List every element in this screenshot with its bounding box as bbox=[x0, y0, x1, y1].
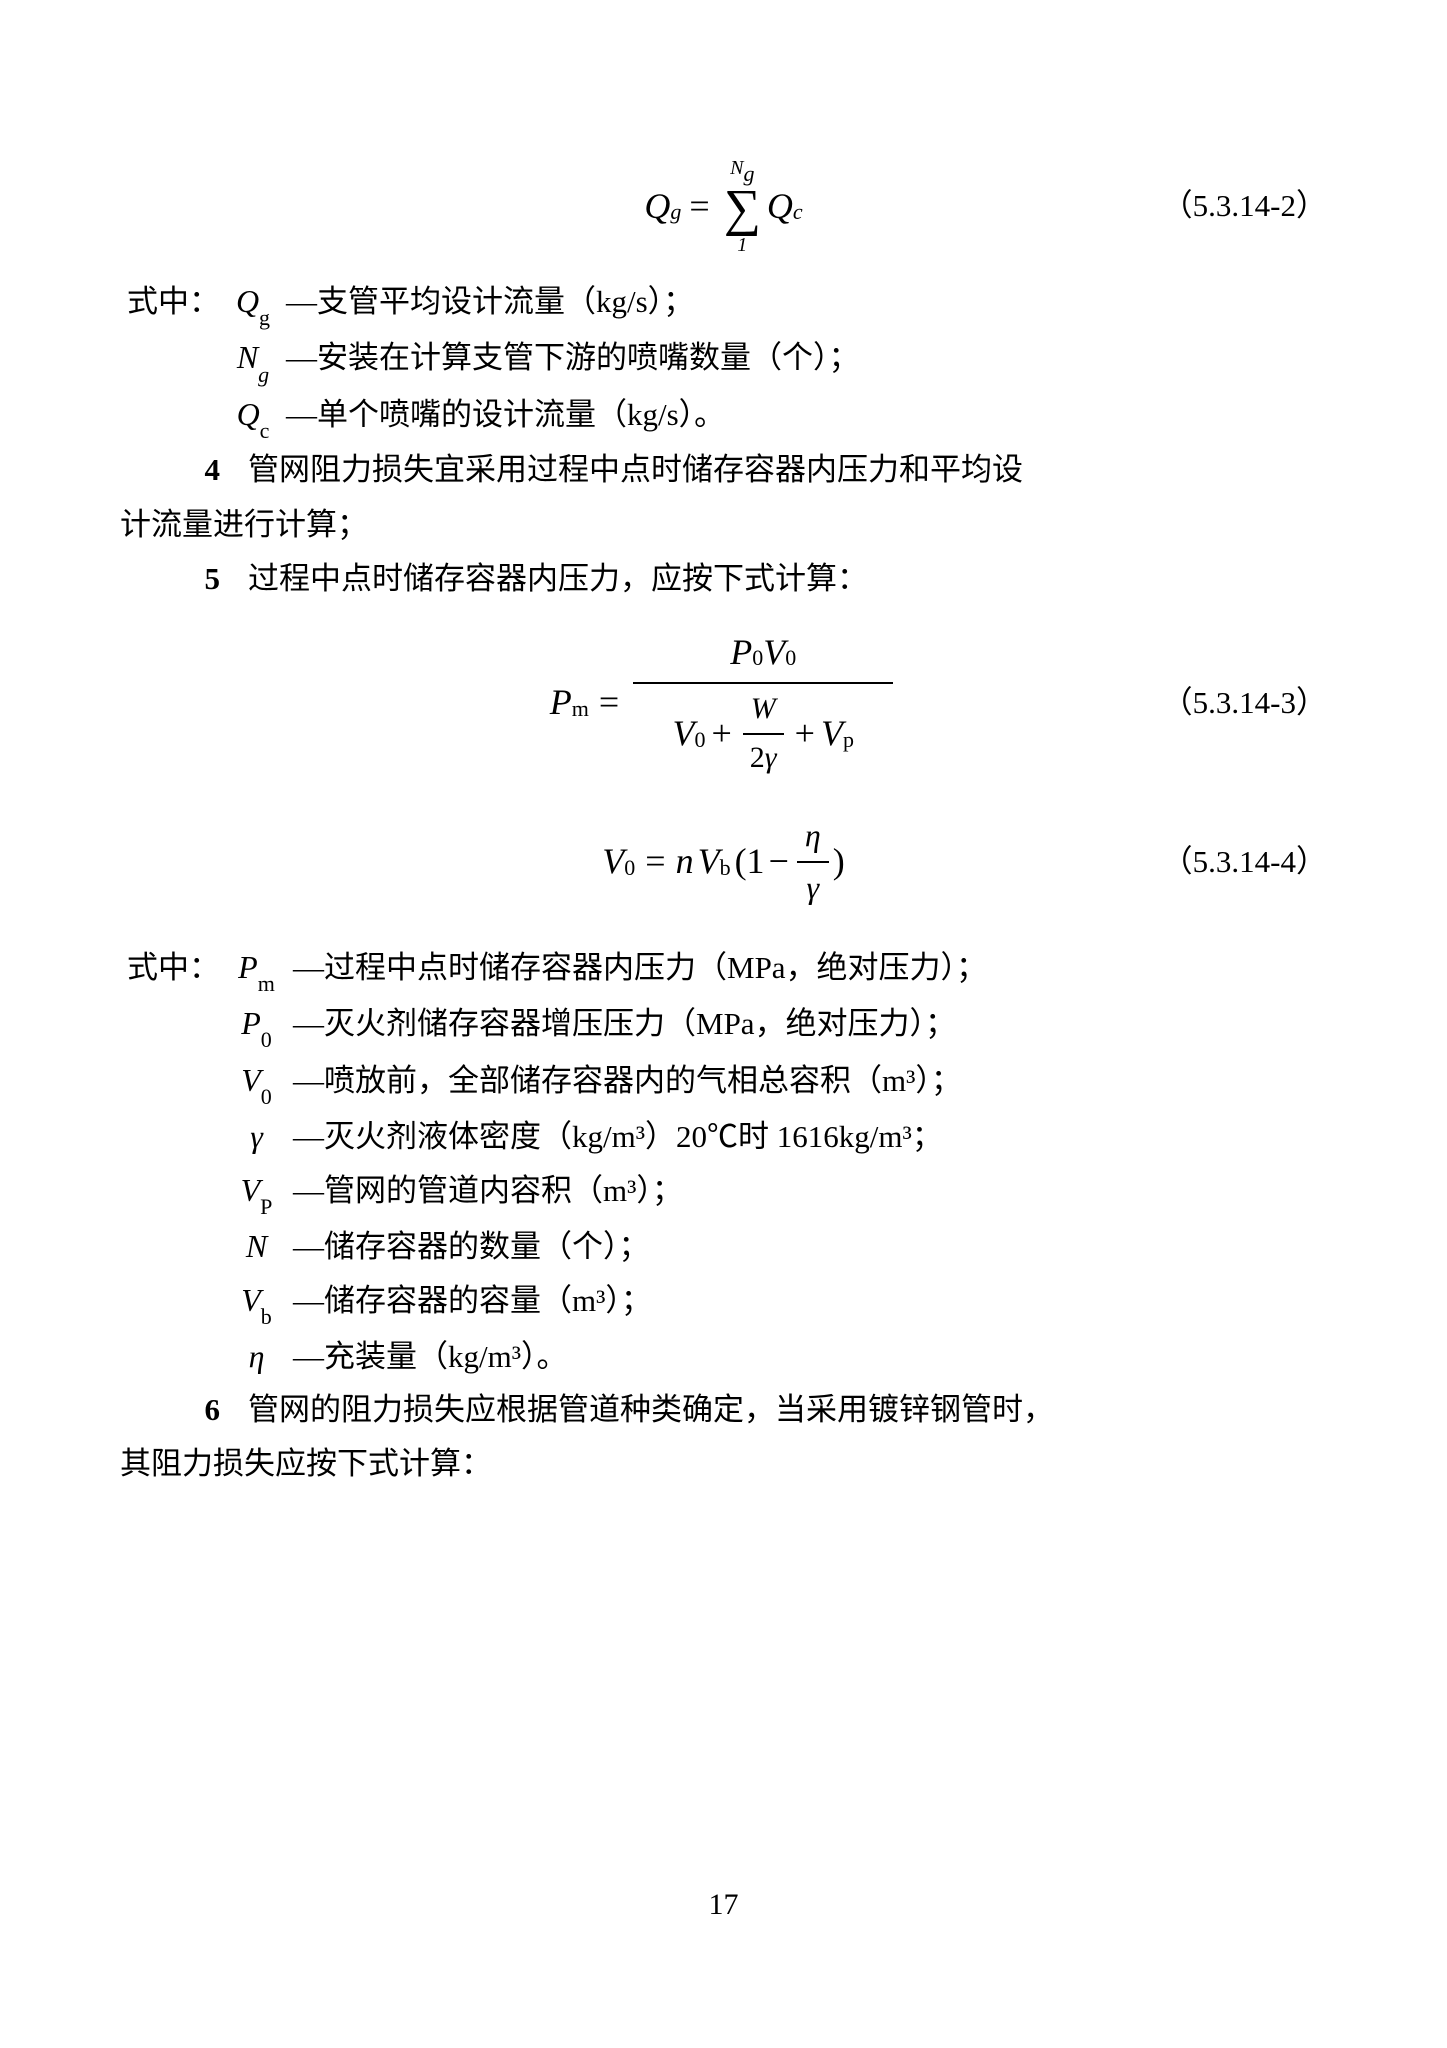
item-index: 6 bbox=[120, 1386, 248, 1434]
item-text: 过程中点时储存容器内压力，应按下式计算： bbox=[248, 555, 1327, 603]
eq2-equals: = bbox=[599, 675, 619, 731]
def-line: P0 —灭火剂储存容器增压压力（MPa，绝对压力）； bbox=[120, 999, 1327, 1051]
equation-number-1: （5.3.14-2） bbox=[1067, 182, 1327, 230]
eq3-lhs-base: V bbox=[602, 834, 624, 890]
def-symbol: Pm bbox=[220, 943, 293, 995]
numbered-item-6: 6 管网的阻力损失应根据管道种类确定，当采用镀锌钢管时， bbox=[120, 1386, 1327, 1434]
eq3-fraction: η γ bbox=[797, 811, 829, 912]
inner-fraction: W 2γ bbox=[742, 686, 785, 781]
eq3-equals: = bbox=[645, 834, 665, 890]
eq3-vb-sub: b bbox=[720, 851, 731, 885]
def-symbol: γ bbox=[220, 1112, 293, 1162]
eq1-lhs-sub: g bbox=[670, 195, 681, 229]
item-index: 5 bbox=[120, 555, 248, 603]
item-6-continuation: 其阻力损失应按下式计算： bbox=[120, 1440, 1327, 1488]
def-symbol: η bbox=[220, 1332, 293, 1382]
eq3-lhs-sub: 0 bbox=[624, 851, 635, 885]
def-line: γ —灭火剂液体密度（kg/m³）20℃时 1616kg/m³； bbox=[120, 1112, 1327, 1162]
eq2-lhs-sub: m bbox=[572, 692, 589, 726]
def-desc: —单个喷嘴的设计流量（kg/s）。 bbox=[286, 391, 1327, 439]
eq1-equals: = bbox=[689, 179, 709, 235]
def-line: η —充装量（kg/m³）。 bbox=[120, 1332, 1327, 1382]
eq2-lhs-base: P bbox=[550, 675, 572, 731]
def-desc: —灭火剂液体密度（kg/m³）20℃时 1616kg/m³； bbox=[293, 1113, 1327, 1161]
def-line: 式中： Pm —过程中点时储存容器内压力（MPa，绝对压力）； bbox=[120, 943, 1327, 995]
numbered-item-5: 5 过程中点时储存容器内压力，应按下式计算： bbox=[120, 555, 1327, 603]
sigma-icon: ∑ bbox=[724, 183, 761, 235]
def-symbol: Vb bbox=[220, 1276, 293, 1328]
def-intro: 式中： bbox=[120, 278, 220, 326]
def-symbol: VP bbox=[220, 1166, 293, 1218]
def-symbol: Qg bbox=[220, 277, 286, 329]
def-line: VP —管网的管道内容积（m³）； bbox=[120, 1166, 1327, 1218]
def-desc: —过程中点时储存容器内压力（MPa，绝对压力）； bbox=[293, 944, 1327, 992]
sum-symbol: Ng ∑ 1 bbox=[724, 158, 761, 255]
def-line: Qc —单个喷嘴的设计流量（kg/s）。 bbox=[120, 390, 1327, 442]
def-desc: —管网的管道内容积（m³）； bbox=[293, 1167, 1327, 1215]
equation-5-3-14-3: Pm = P0V0 V0 + W 2γ + Vp bbox=[380, 623, 1067, 784]
item-text: 管网的阻力损失应根据管道种类确定，当采用镀锌钢管时， bbox=[248, 1386, 1327, 1434]
eq1-lhs-base: Q bbox=[644, 179, 670, 235]
equation-number-2: （5.3.14-3） bbox=[1067, 679, 1327, 727]
eq3-close: ) bbox=[833, 834, 845, 890]
def-desc: —支管平均设计流量（kg/s）； bbox=[286, 278, 1327, 326]
def-desc: —储存容器的数量（个）； bbox=[293, 1223, 1327, 1271]
def-desc: —喷放前，全部储存容器内的气相总容积（m³）； bbox=[293, 1057, 1327, 1105]
item-index: 4 bbox=[120, 446, 248, 494]
def-symbol: Ng bbox=[220, 333, 286, 385]
def-symbol: V0 bbox=[220, 1056, 293, 1108]
eq3-open: (1 bbox=[735, 834, 765, 890]
def-line: V0 —喷放前，全部储存容器内的气相总容积（m³）； bbox=[120, 1056, 1327, 1108]
eq1-sum-bot: 1 bbox=[737, 235, 747, 255]
main-fraction: P0V0 V0 + W 2γ + Vp bbox=[633, 623, 893, 784]
def-desc: —灭火剂储存容器增压压力（MPa，绝对压力）； bbox=[293, 1000, 1327, 1048]
eq1-rhs-sub: c bbox=[793, 195, 803, 229]
def-line: 式中： Qg —支管平均设计流量（kg/s）； bbox=[120, 277, 1327, 329]
def-desc: —安装在计算支管下游的喷嘴数量（个）； bbox=[286, 334, 1327, 382]
equation-5-3-14-4-row: V0 = n Vb (1 − η γ ) （5.3.14-4） bbox=[120, 811, 1327, 912]
def-symbol: P0 bbox=[220, 999, 293, 1051]
def-line: N —储存容器的数量（个）； bbox=[120, 1222, 1327, 1272]
eq3-vb-base: V bbox=[698, 834, 720, 890]
eq1-rhs-base: Q bbox=[767, 179, 793, 235]
def-symbol: Qc bbox=[220, 390, 286, 442]
definitions-block-1: 式中： Qg —支管平均设计流量（kg/s）； Ng —安装在计算支管下游的喷嘴… bbox=[120, 277, 1327, 442]
item-4-continuation: 计流量进行计算； bbox=[120, 501, 1327, 549]
page-number: 17 bbox=[0, 1882, 1447, 1929]
def-desc: —充装量（kg/m³）。 bbox=[293, 1333, 1327, 1381]
item-text: 管网阻力损失宜采用过程中点时储存容器内压力和平均设 bbox=[248, 446, 1327, 494]
equation-5-3-14-4: V0 = n Vb (1 − η γ ) bbox=[380, 811, 1067, 912]
def-desc: —储存容器的容量（m³）； bbox=[293, 1277, 1327, 1325]
definitions-block-2: 式中： Pm —过程中点时储存容器内压力（MPa，绝对压力）； P0 —灭火剂储… bbox=[120, 943, 1327, 1382]
document-page: Qg = Ng ∑ 1 Qc （5.3.14-2） 式中： Qg —支管平均设计… bbox=[0, 0, 1447, 2048]
eq3-minus: − bbox=[769, 834, 789, 890]
eq1-sum-top-sub: g bbox=[743, 161, 754, 186]
eq3-n: n bbox=[676, 834, 694, 890]
numbered-item-4: 4 管网阻力损失宜采用过程中点时储存容器内压力和平均设 bbox=[120, 446, 1327, 494]
def-symbol: N bbox=[220, 1222, 293, 1272]
equation-5-3-14-2: Qg = Ng ∑ 1 Qc bbox=[380, 158, 1067, 255]
eq1-sum-top-base: N bbox=[730, 157, 743, 179]
def-line: Vb —储存容器的容量（m³）； bbox=[120, 1276, 1327, 1328]
def-intro: 式中： bbox=[120, 944, 220, 992]
def-line: Ng —安装在计算支管下游的喷嘴数量（个）； bbox=[120, 333, 1327, 385]
equation-5-3-14-3-row: Pm = P0V0 V0 + W 2γ + Vp bbox=[120, 623, 1327, 784]
equation-5-3-14-2-row: Qg = Ng ∑ 1 Qc （5.3.14-2） bbox=[120, 158, 1327, 255]
equation-number-3: （5.3.14-4） bbox=[1067, 838, 1327, 886]
